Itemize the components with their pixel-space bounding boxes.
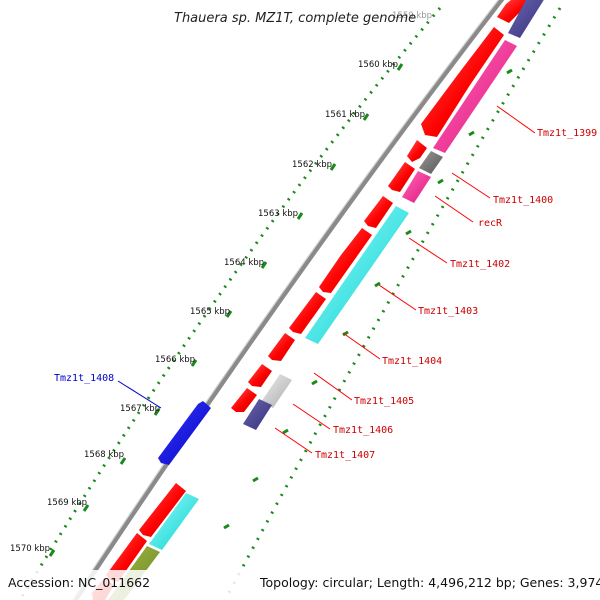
label-tmz1t-1400[interactable]: Tmz1t_1400 [493,195,553,206]
scale-label-1561: 1561 kbp [325,110,365,120]
gene-1398-forward[interactable] [497,0,533,23]
gene-recr-forward[interactable] [388,162,415,192]
genome-title: Thauera sp. MZ1T, complete genome [174,11,416,26]
scale-label-1563: 1563 kbp [258,209,298,219]
forward-genes [92,0,533,600]
gene-tmz1t-1404-forward[interactable] [289,292,326,334]
label-tmz1t-1407[interactable]: Tmz1t_1407 [315,450,375,461]
gene-tmz1t-1399-forward[interactable] [421,27,504,137]
gene-1409-forward[interactable] [139,483,186,537]
scale-label-1570: 1570 kbp [10,544,50,554]
gene-tmz1t-1407-category[interactable] [243,399,272,430]
label-tmz1t-1402[interactable]: Tmz1t_1402 [450,259,510,270]
gene-tmz1t-1405-forward[interactable] [268,333,295,361]
scale-label-1566: 1566 kbp [155,355,195,365]
backbone-highlight [71,0,500,600]
gene-tmz1t-1403-forward[interactable] [319,228,372,293]
category-lane [108,0,545,600]
scale-label-1562: 1562 kbp [292,160,332,170]
gene-recr-category[interactable] [402,171,431,203]
scale-label-1569: 1569 kbp [47,498,87,508]
scale-labels: 1559 kbp 1560 kbp 1561 kbp 1562 kbp 1563… [10,11,432,554]
gene-1398-category[interactable] [508,0,545,38]
scale-ticks [48,63,404,557]
inner-track-dots [223,7,562,600]
label-recr[interactable]: recR [478,218,503,229]
label-leader-line-1408 [117,380,162,409]
gene-tmz1t-1407-forward[interactable] [231,388,257,412]
accession-text: Accession: NC_011662 [8,575,150,590]
gene-tmz1t-1400-forward[interactable] [407,140,427,162]
scale-label-1564: 1564 kbp [224,258,264,268]
label-tmz1t-1406[interactable]: Tmz1t_1406 [333,425,393,436]
gene-1410-forward[interactable] [106,533,147,582]
gene-tmz1t-1402-1403-category[interactable] [305,206,409,344]
label-tmz1t-1404[interactable]: Tmz1t_1404 [382,356,442,367]
footer-band [0,570,600,600]
gene-tmz1t-1408-reverse[interactable] [158,401,211,465]
label-leader-lines [274,105,536,454]
scale-label-1567: 1567 kbp [120,404,160,414]
gene-tmz1t-1402-forward[interactable] [364,196,393,228]
scale-track-dots [18,7,442,600]
label-tmz1t-1405[interactable]: Tmz1t_1405 [354,396,414,407]
label-tmz1t-1399[interactable]: Tmz1t_1399 [537,128,597,139]
inner-track-ticks [223,68,513,530]
scale-label-1560: 1560 kbp [358,60,398,70]
gene-tmz1t-1400-category[interactable] [419,151,443,174]
scale-label-1568: 1568 kbp [84,450,124,460]
label-tmz1t-1403[interactable]: Tmz1t_1403 [418,306,478,317]
gene-tmz1t-1406-forward[interactable] [248,364,272,387]
gene-1409-category[interactable] [149,493,199,550]
label-tmz1t-1408[interactable]: Tmz1t_1408 [54,373,114,384]
genome-summary-text: Topology: circular; Length: 4,496,212 bp… [259,575,600,590]
scale-label-1559: 1559 kbp [392,11,432,21]
backbone-circle [72,0,505,600]
gene-tmz1t-1406-category[interactable] [261,374,292,408]
scale-label-1565: 1565 kbp [190,307,230,317]
gene-labels: Tmz1t_1399 Tmz1t_1400 recR Tmz1t_1402 Tm… [54,128,597,461]
gene-tmz1t-1399-category[interactable] [433,40,517,153]
